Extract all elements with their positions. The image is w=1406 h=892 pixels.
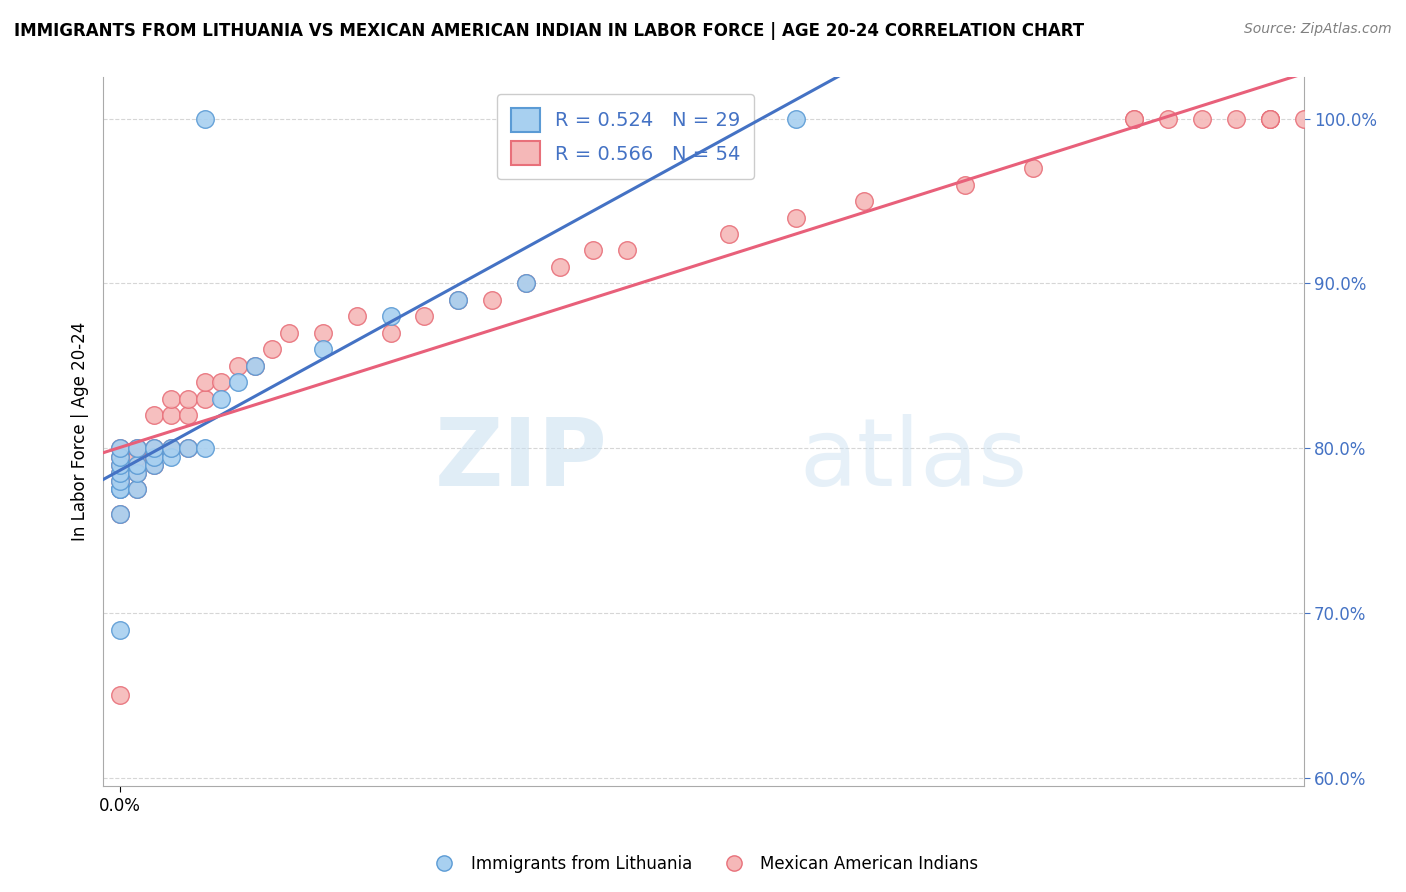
Point bbox=[108, 483, 131, 497]
Point bbox=[142, 458, 165, 472]
Point bbox=[125, 442, 148, 456]
Point bbox=[142, 458, 165, 472]
Point bbox=[159, 409, 181, 423]
Point bbox=[245, 359, 267, 373]
Point bbox=[785, 211, 807, 225]
Point bbox=[515, 277, 537, 291]
Point bbox=[142, 442, 165, 456]
Point bbox=[159, 442, 181, 456]
Point bbox=[176, 442, 198, 456]
Point bbox=[108, 507, 131, 521]
Legend: R = 0.524   N = 29, R = 0.566   N = 54: R = 0.524 N = 29, R = 0.566 N = 54 bbox=[496, 95, 754, 178]
Point bbox=[211, 392, 233, 406]
Point bbox=[447, 293, 470, 307]
Point bbox=[1123, 112, 1146, 126]
Point bbox=[1258, 112, 1281, 126]
Point bbox=[108, 466, 131, 480]
Point bbox=[176, 409, 198, 423]
Point bbox=[380, 326, 402, 340]
Point bbox=[125, 458, 148, 472]
Point bbox=[108, 483, 131, 497]
Point bbox=[228, 376, 250, 390]
Point bbox=[125, 483, 148, 497]
Point bbox=[108, 458, 131, 472]
Point bbox=[312, 326, 335, 340]
Point bbox=[108, 507, 131, 521]
Y-axis label: In Labor Force | Age 20-24: In Labor Force | Age 20-24 bbox=[72, 322, 89, 541]
Point bbox=[108, 475, 131, 489]
Legend: Immigrants from Lithuania, Mexican American Indians: Immigrants from Lithuania, Mexican Ameri… bbox=[420, 848, 986, 880]
Point bbox=[380, 310, 402, 324]
Point bbox=[515, 277, 537, 291]
Point bbox=[108, 689, 131, 703]
Point bbox=[717, 227, 740, 241]
Point bbox=[228, 359, 250, 373]
Point bbox=[262, 343, 284, 357]
Point bbox=[108, 483, 131, 497]
Point bbox=[108, 475, 131, 489]
Point bbox=[142, 442, 165, 456]
Point bbox=[193, 442, 215, 456]
Point bbox=[447, 293, 470, 307]
Point bbox=[125, 442, 148, 456]
Point bbox=[125, 458, 148, 472]
Text: Source: ZipAtlas.com: Source: ZipAtlas.com bbox=[1244, 22, 1392, 37]
Point bbox=[108, 442, 131, 456]
Point bbox=[1157, 112, 1180, 126]
Point bbox=[481, 293, 503, 307]
Point bbox=[1258, 112, 1281, 126]
Point bbox=[193, 392, 215, 406]
Point bbox=[955, 178, 977, 192]
Point bbox=[548, 260, 571, 274]
Point bbox=[125, 466, 148, 480]
Point bbox=[108, 442, 131, 456]
Point bbox=[1191, 112, 1213, 126]
Point bbox=[413, 310, 436, 324]
Point bbox=[108, 458, 131, 472]
Point bbox=[108, 450, 131, 464]
Point bbox=[582, 244, 605, 258]
Point bbox=[176, 392, 198, 406]
Point bbox=[125, 450, 148, 464]
Point bbox=[785, 112, 807, 126]
Point bbox=[159, 442, 181, 456]
Point bbox=[159, 392, 181, 406]
Point bbox=[142, 409, 165, 423]
Point bbox=[211, 376, 233, 390]
Text: IMMIGRANTS FROM LITHUANIA VS MEXICAN AMERICAN INDIAN IN LABOR FORCE | AGE 20-24 : IMMIGRANTS FROM LITHUANIA VS MEXICAN AME… bbox=[14, 22, 1084, 40]
Point bbox=[1292, 112, 1315, 126]
Point bbox=[159, 450, 181, 464]
Point bbox=[108, 466, 131, 480]
Point bbox=[125, 483, 148, 497]
Point bbox=[1123, 112, 1146, 126]
Point bbox=[278, 326, 301, 340]
Point bbox=[176, 442, 198, 456]
Point bbox=[193, 112, 215, 126]
Point bbox=[108, 450, 131, 464]
Point bbox=[142, 450, 165, 464]
Point bbox=[346, 310, 368, 324]
Text: atlas: atlas bbox=[800, 414, 1028, 506]
Point bbox=[125, 466, 148, 480]
Point bbox=[312, 343, 335, 357]
Point bbox=[1258, 112, 1281, 126]
Point bbox=[193, 376, 215, 390]
Point bbox=[108, 623, 131, 637]
Point bbox=[142, 450, 165, 464]
Point bbox=[1022, 161, 1045, 175]
Point bbox=[852, 194, 875, 208]
Point bbox=[616, 244, 638, 258]
Text: ZIP: ZIP bbox=[434, 414, 607, 506]
Point bbox=[245, 359, 267, 373]
Point bbox=[1225, 112, 1247, 126]
